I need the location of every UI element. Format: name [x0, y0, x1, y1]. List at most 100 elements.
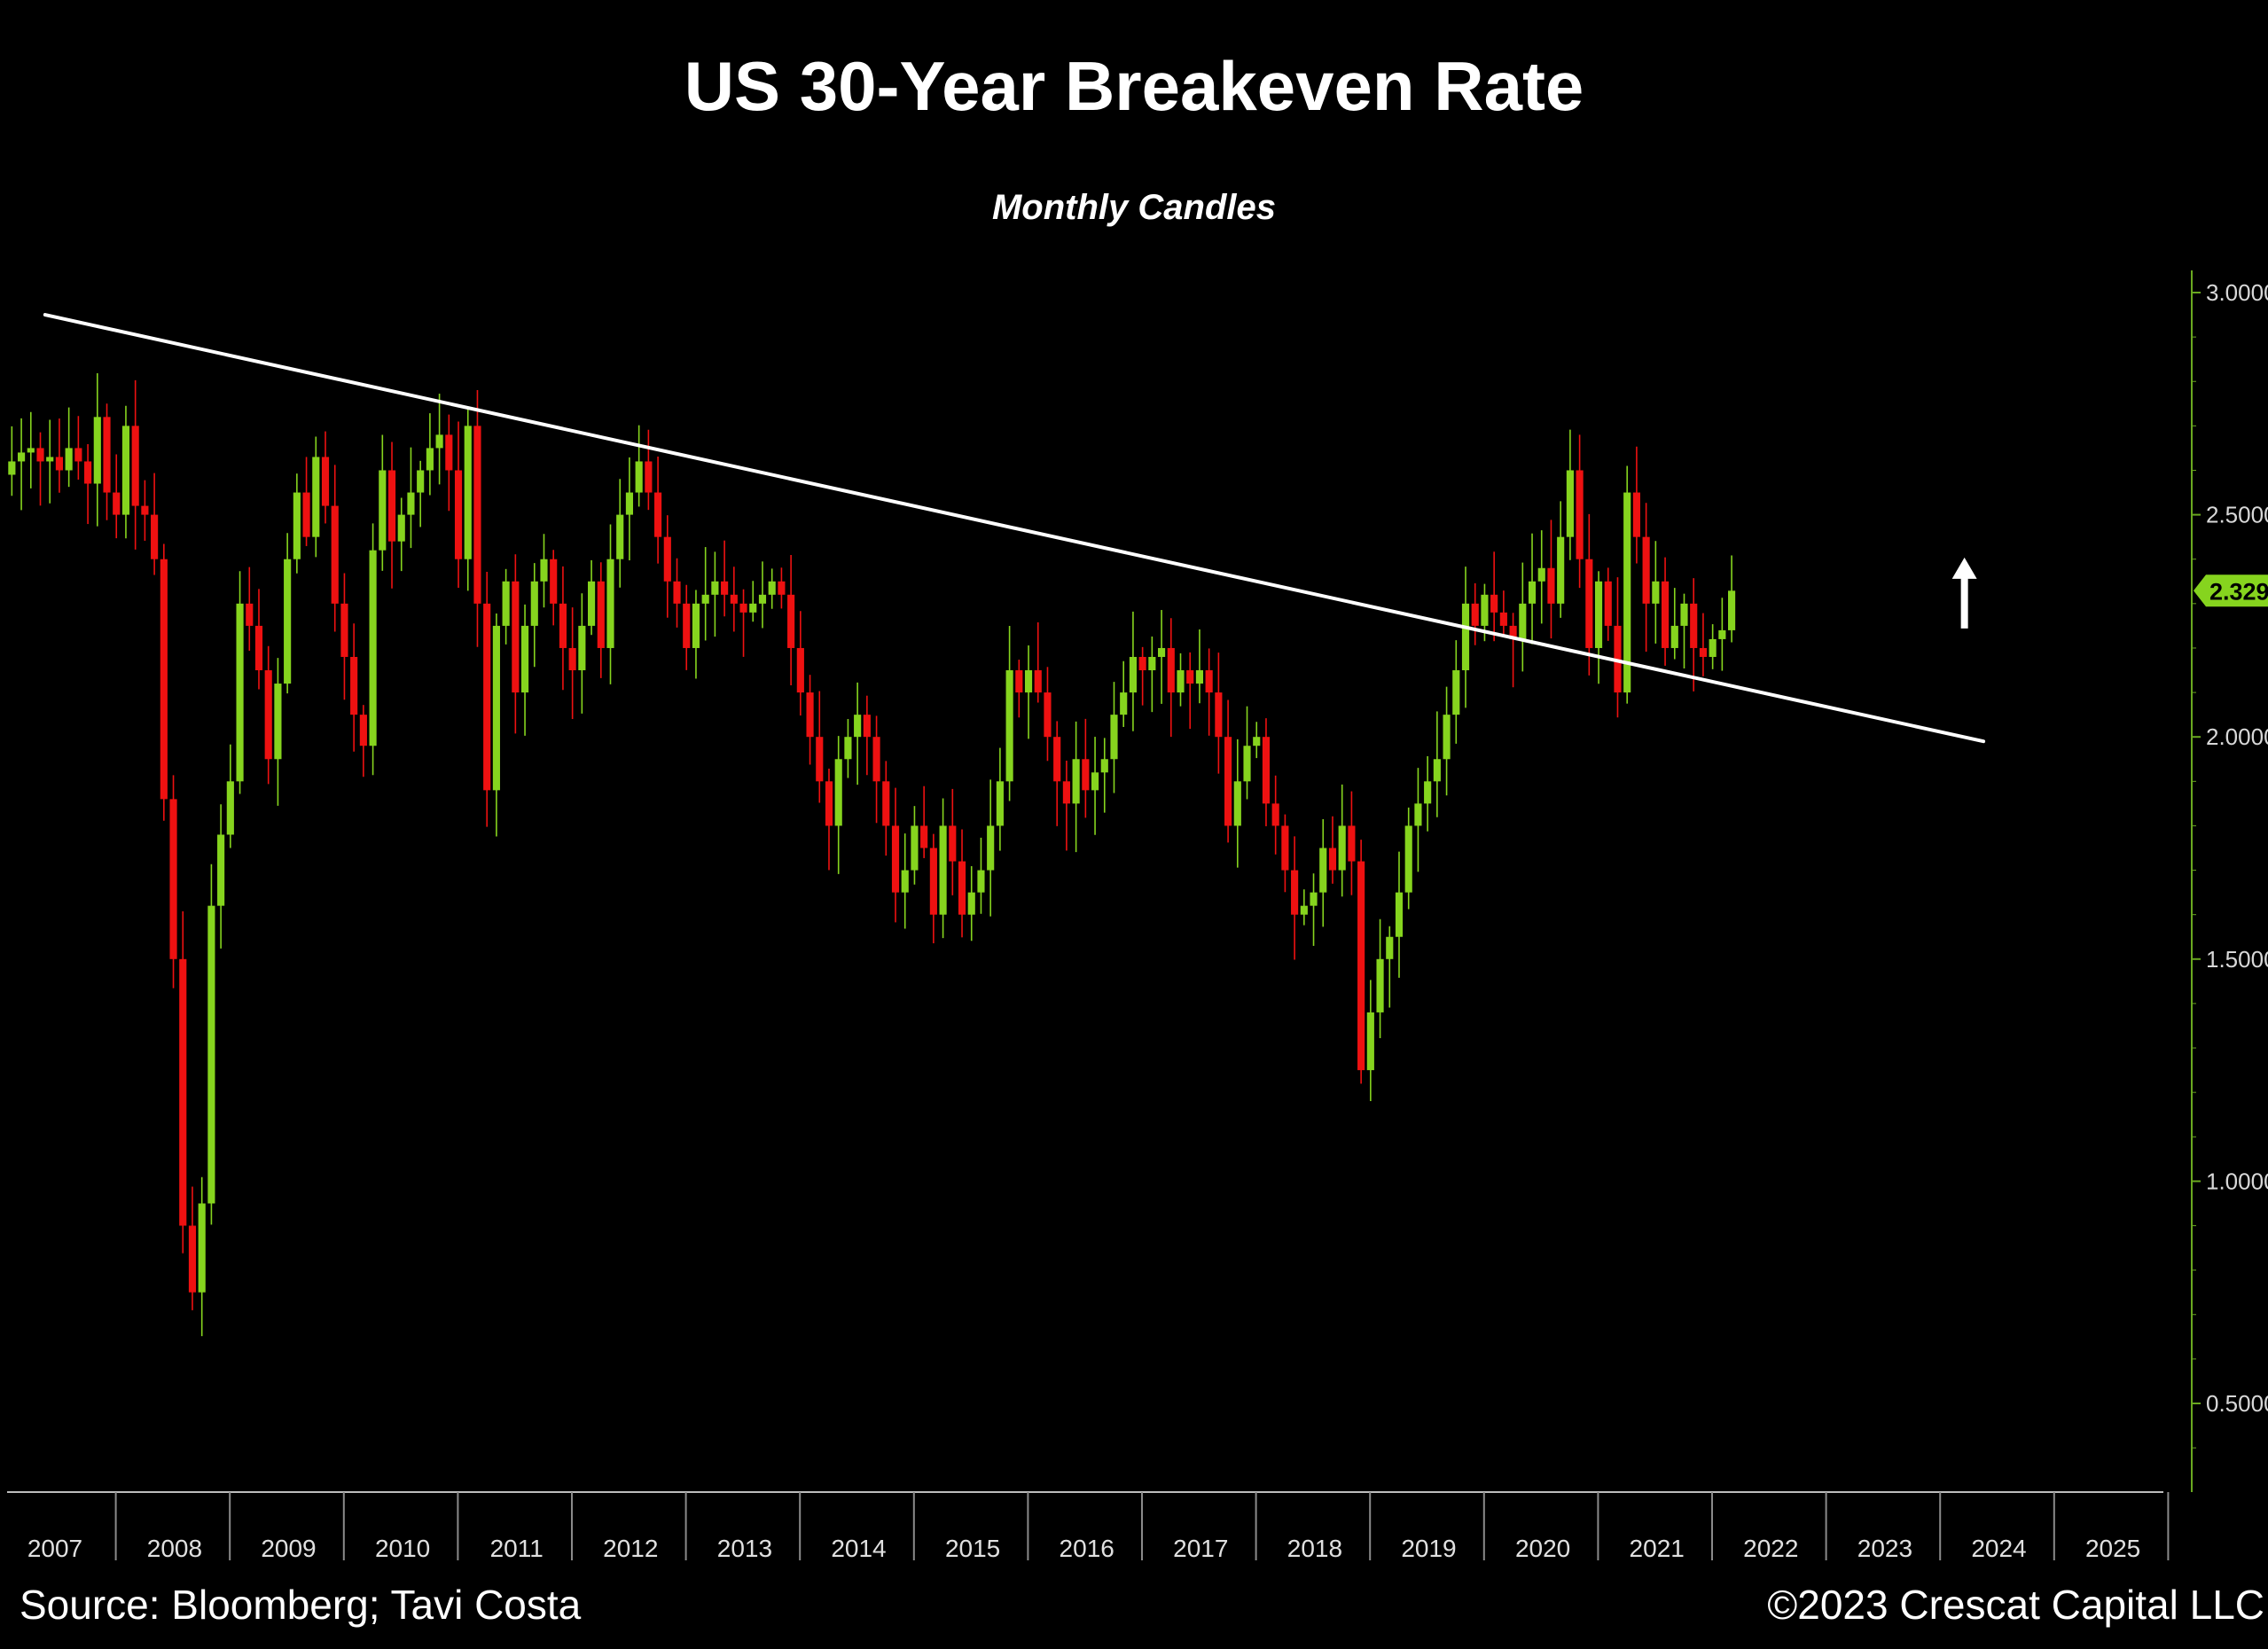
x-tick-label: 2016	[1060, 1535, 1114, 1562]
candle-body	[1395, 892, 1404, 937]
candle-body	[188, 1225, 197, 1293]
candle-body	[151, 514, 159, 559]
candle-body	[1233, 781, 1241, 826]
candle-body	[939, 825, 947, 915]
candle-body	[673, 581, 681, 604]
candle-body	[1224, 737, 1232, 826]
candle-body	[758, 594, 767, 604]
candle-body	[1576, 470, 1584, 559]
copyright-note: ©2023 Crescat Capital LLC	[1767, 1582, 2264, 1628]
candle-body	[1100, 759, 1108, 773]
candle-body	[663, 536, 671, 582]
candle-body	[369, 550, 377, 746]
candle-body	[254, 625, 263, 671]
candle-body	[730, 594, 738, 604]
y-tick-label: 3.0000	[2206, 279, 2268, 306]
x-tick-label: 2019	[1401, 1535, 1456, 1562]
candle-body	[1537, 567, 1545, 582]
candle-body	[834, 759, 842, 826]
candle-body	[169, 799, 177, 959]
candle-body	[1005, 670, 1013, 782]
candle-body	[274, 684, 282, 760]
y-tick-label: 2.0000	[2206, 723, 2268, 750]
candle-body	[1262, 737, 1271, 804]
candle-body	[1376, 958, 1384, 1012]
candle-body	[654, 492, 662, 537]
candle-body	[1433, 759, 1441, 782]
candle-body	[18, 452, 26, 462]
candle-body	[1424, 781, 1432, 804]
candle-body	[264, 670, 272, 760]
candle-body	[1291, 870, 1299, 915]
candle-body	[606, 559, 614, 648]
candle-body	[768, 581, 776, 595]
candle-body	[1167, 647, 1175, 693]
candle-body	[27, 448, 35, 453]
x-tick-label: 2017	[1173, 1535, 1228, 1562]
candle-body	[236, 603, 244, 782]
candle-body	[217, 834, 225, 906]
candle-body	[844, 737, 852, 760]
candle-body	[635, 461, 643, 493]
x-tick-label: 2018	[1287, 1535, 1342, 1562]
candle-body	[967, 892, 975, 915]
candle-body	[1547, 567, 1555, 604]
candle-body	[1509, 625, 1517, 639]
candle-body	[454, 470, 463, 559]
candle-body	[387, 470, 396, 542]
candle-body	[616, 514, 624, 559]
candle-body	[891, 825, 900, 893]
candle-body	[1528, 581, 1537, 604]
trendline-group	[43, 313, 1986, 744]
candle-body	[1186, 670, 1194, 684]
candle-body	[36, 448, 44, 462]
candle-body	[911, 825, 919, 871]
candle-body	[958, 861, 966, 915]
candle-body	[778, 581, 786, 595]
candle-body	[1443, 715, 1451, 760]
candle-body	[559, 603, 567, 648]
candle-body	[397, 514, 405, 542]
x-tick-label: 2022	[1743, 1535, 1798, 1562]
candle-body	[749, 603, 757, 613]
candle-body	[568, 647, 576, 671]
candle-body	[1680, 603, 1688, 626]
x-tick-label: 2021	[1630, 1535, 1685, 1562]
annotation-group	[1951, 557, 1977, 629]
x-tick-label: 2012	[603, 1535, 658, 1562]
up-arrow-icon	[1951, 557, 1977, 629]
candle-body	[1148, 656, 1156, 671]
candle-body	[1338, 825, 1346, 871]
candle-body	[683, 603, 691, 648]
candle-body	[512, 581, 520, 693]
x-tick-label: 2007	[27, 1535, 82, 1562]
candle-body	[103, 417, 111, 493]
x-tick-label: 2011	[490, 1535, 544, 1562]
candle-body	[645, 461, 653, 493]
candle-body	[1481, 594, 1489, 626]
candle-body	[1082, 759, 1090, 791]
candle-body	[540, 559, 548, 582]
x-tick-label: 2025	[2085, 1535, 2140, 1562]
candle-body	[407, 492, 415, 515]
candle-body	[1585, 559, 1593, 648]
candle-body	[1138, 656, 1146, 671]
candle-body	[806, 692, 814, 738]
x-tick-label: 2020	[1515, 1535, 1570, 1562]
y-axis: 0.5000 1.0000 1.5000 2.0000 2.5000 3.0000 2.32…	[2191, 270, 2268, 1492]
candle-body	[987, 825, 995, 871]
candle-body	[1348, 825, 1356, 862]
x-axis: 2007 2008 2009 2010 2011 2012 2013 2014 2015 2016…	[7, 1491, 2170, 1562]
candle-body	[901, 870, 909, 893]
candle-body	[1728, 590, 1736, 630]
candle-body	[492, 625, 500, 791]
candle-body	[74, 448, 82, 462]
candle-body	[597, 581, 605, 648]
candle-body	[207, 905, 215, 1204]
candle-body	[1215, 692, 1223, 738]
candle-body	[996, 781, 1004, 826]
candle-body	[464, 426, 472, 559]
y-tick-label: 1.0000	[2206, 1168, 2268, 1194]
x-tick-label: 2014	[831, 1535, 886, 1562]
candle-body	[1319, 848, 1327, 893]
